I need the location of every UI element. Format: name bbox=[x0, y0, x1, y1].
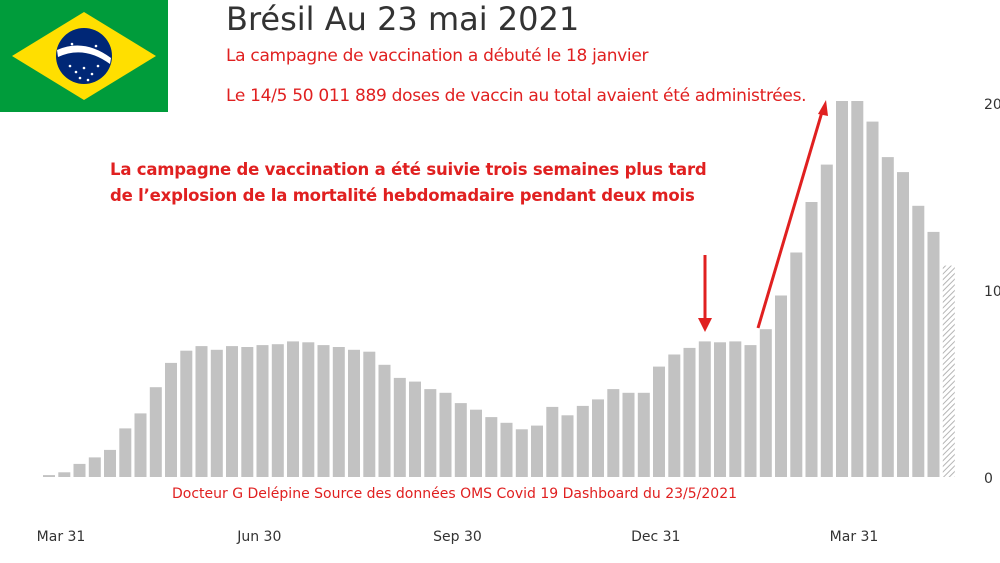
bar-week-52 bbox=[820, 164, 833, 477]
y-tick-label: 10K bbox=[984, 284, 1000, 300]
bar-week-28 bbox=[454, 403, 467, 477]
bar-week-10 bbox=[180, 350, 193, 477]
bar-week-41 bbox=[653, 366, 665, 477]
bar-week-14 bbox=[241, 347, 254, 477]
bar-week-48 bbox=[759, 329, 772, 477]
bar-week-4 bbox=[88, 457, 101, 477]
x-tick-label: Mar 31 bbox=[830, 529, 879, 545]
bar-week-33 bbox=[531, 425, 543, 477]
bar-week-56 bbox=[881, 157, 894, 477]
x-tick-label: Dec 31 bbox=[631, 529, 680, 545]
bar-week-9 bbox=[165, 362, 177, 477]
bar-week-6 bbox=[119, 428, 132, 477]
bar-week-27 bbox=[439, 392, 452, 477]
x-tick-label: Mar 31 bbox=[37, 529, 86, 545]
diagonal-arrow-shaft bbox=[756, 111, 824, 329]
bar-week-25 bbox=[409, 381, 421, 477]
annotation-line-1: La campagne de vaccination a été suivie … bbox=[110, 160, 707, 179]
bar-week-1 bbox=[43, 475, 55, 477]
annotation-line-2: de l’explosion de la mortalité hebdomada… bbox=[110, 186, 695, 205]
y-tick-label: 20K bbox=[984, 97, 1000, 113]
bar-week-49 bbox=[775, 295, 787, 477]
y-axis-ticks: 0 10K 20K bbox=[984, 97, 1000, 487]
flag-globe bbox=[56, 28, 112, 84]
bar-week-43 bbox=[683, 347, 696, 477]
bar-week-35 bbox=[561, 415, 574, 477]
x-tick-label: Jun 30 bbox=[236, 529, 281, 545]
bar-week-59 bbox=[927, 231, 940, 477]
bar-week-16 bbox=[271, 344, 284, 477]
bar-week-36 bbox=[576, 405, 589, 477]
bar-week-8 bbox=[149, 387, 162, 477]
bar-week-57 bbox=[897, 172, 909, 477]
bar-week-15 bbox=[256, 345, 269, 477]
brazil-flag-icon bbox=[0, 0, 168, 112]
bar-partial-week bbox=[942, 265, 955, 477]
bar-week-17 bbox=[287, 341, 299, 477]
bar-week-39 bbox=[622, 392, 635, 477]
diagonal-arrow-head bbox=[818, 100, 828, 116]
bar-week-53 bbox=[836, 101, 848, 477]
bar-week-11 bbox=[195, 346, 208, 477]
bar-series bbox=[43, 101, 955, 478]
doses-administered-text: Le 14/5 50 011 889 doses de vaccin au to… bbox=[226, 86, 807, 106]
bar-week-24 bbox=[393, 377, 406, 477]
bar-week-3 bbox=[73, 463, 86, 477]
bar-week-19 bbox=[317, 345, 330, 477]
bar-week-23 bbox=[378, 364, 391, 477]
x-axis-ticks: Mar 31 Jun 30 Sep 30 Dec 31 Mar 31 bbox=[37, 529, 879, 545]
bar-week-44 bbox=[698, 341, 711, 477]
bar-week-21 bbox=[348, 349, 360, 477]
bar-week-2 bbox=[58, 472, 71, 477]
bar-week-18 bbox=[302, 342, 315, 477]
source-note: Docteur G Delépine Source des données OM… bbox=[172, 486, 738, 502]
annotation-arrows bbox=[698, 100, 828, 332]
flag-band bbox=[57, 45, 111, 64]
bar-week-34 bbox=[546, 406, 559, 477]
bar-week-47 bbox=[744, 345, 757, 477]
bar-week-32 bbox=[515, 429, 528, 477]
flag-stars bbox=[68, 42, 100, 82]
bar-week-45 bbox=[714, 342, 726, 477]
vaccination-start-text: La campagne de vaccination a débuté le 1… bbox=[226, 46, 649, 66]
bar-week-26 bbox=[424, 389, 437, 477]
bar-week-42 bbox=[668, 354, 681, 477]
down-arrow-head bbox=[698, 318, 712, 332]
bar-week-54 bbox=[851, 101, 864, 477]
bar-week-22 bbox=[363, 351, 376, 477]
bar-week-50 bbox=[790, 252, 803, 477]
bar-week-29 bbox=[470, 409, 482, 477]
bar-week-30 bbox=[485, 417, 498, 477]
bar-week-12 bbox=[210, 349, 223, 477]
x-tick-label: Sep 30 bbox=[433, 529, 482, 545]
bar-week-37 bbox=[592, 399, 604, 477]
bar-week-40 bbox=[637, 392, 650, 477]
y-tick-label: 0 bbox=[984, 471, 993, 487]
bar-week-7 bbox=[134, 413, 147, 477]
bar-week-46 bbox=[729, 341, 742, 477]
bar-week-38 bbox=[607, 389, 620, 477]
slide-title: Brésil Au 23 mai 2021 bbox=[226, 0, 580, 38]
bar-week-31 bbox=[500, 422, 513, 477]
bar-week-13 bbox=[226, 346, 238, 477]
bar-week-58 bbox=[912, 205, 925, 478]
bar-week-5 bbox=[104, 449, 116, 477]
bar-week-51 bbox=[805, 202, 818, 477]
bar-week-55 bbox=[866, 121, 879, 477]
bar-week-20 bbox=[332, 347, 345, 477]
